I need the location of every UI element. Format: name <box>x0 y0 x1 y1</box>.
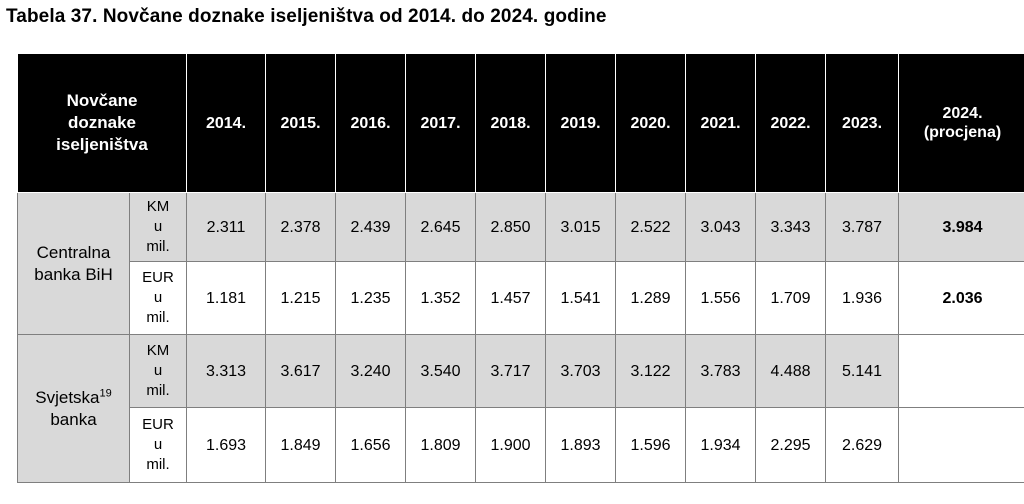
value-cell: 1.556 <box>685 261 756 335</box>
year-header: 2018. <box>475 53 546 193</box>
estimate-year-header: 2024. (procjena) <box>898 53 1024 193</box>
value-cell: 3.717 <box>475 334 546 408</box>
value-cell: 2.378 <box>265 192 336 262</box>
unit-cell: EUR u mil. <box>129 261 187 335</box>
year-header: 2022. <box>755 53 826 193</box>
value-cell: 2.439 <box>335 192 406 262</box>
table-row: EUR u mil. 1.181 1.215 1.235 1.352 1.457… <box>18 261 1024 335</box>
corner-header: Novčane doznake iseljeništva <box>17 53 187 193</box>
year-header: 2019. <box>545 53 616 193</box>
year-header: 2017. <box>405 53 476 193</box>
estimate-year-label: 2024. <box>942 105 983 122</box>
value-cell: 3.240 <box>335 334 406 408</box>
value-cell: 3.043 <box>685 192 756 262</box>
header-row: Novčane doznake iseljeništva 2014. 2015.… <box>17 53 1024 193</box>
value-cell: 1.215 <box>265 261 336 335</box>
remittances-table: Novčane doznake iseljeništva 2014. 2015.… <box>17 53 1024 483</box>
entity-label-line2: banka <box>50 409 97 429</box>
corner-header-label: Novčane doznake iseljeništva <box>56 91 148 154</box>
value-cell: 1.596 <box>615 407 686 483</box>
estimate-note-label: (procjena) <box>923 124 1002 141</box>
estimate-cell: 2.036 <box>898 261 1024 335</box>
estimate-cell <box>898 334 1024 408</box>
value-cell: 1.900 <box>475 407 546 483</box>
value-cell: 1.934 <box>685 407 756 483</box>
value-cell: 3.313 <box>186 334 266 408</box>
estimate-cell: 3.984 <box>898 192 1024 262</box>
year-header: 2016. <box>335 53 406 193</box>
unit-label: EUR u mil. <box>142 416 174 473</box>
unit-label: KM u mil. <box>146 342 170 399</box>
value-cell: 3.122 <box>615 334 686 408</box>
value-cell: 2.311 <box>186 192 266 262</box>
value-cell: 3.343 <box>755 192 826 262</box>
table-row: EUR u mil. 1.693 1.849 1.656 1.809 1.900… <box>18 407 1024 483</box>
value-cell: 2.645 <box>405 192 476 262</box>
entity-label: Centralna banka BiH <box>34 242 113 284</box>
unit-cell: KM u mil. <box>129 334 187 408</box>
value-cell: 1.849 <box>265 407 336 483</box>
value-cell: 4.488 <box>755 334 826 408</box>
table-title: Tabela 37. Novčane doznake iseljeništva … <box>6 6 607 27</box>
value-cell: 5.141 <box>825 334 899 408</box>
value-cell: 1.893 <box>545 407 616 483</box>
entity-cell-cbbh: Centralna banka BiH <box>17 192 130 335</box>
value-cell: 3.703 <box>545 334 616 408</box>
year-header: 2023. <box>825 53 899 193</box>
year-header: 2015. <box>265 53 336 193</box>
value-cell: 1.235 <box>335 261 406 335</box>
value-cell: 3.015 <box>545 192 616 262</box>
table-row: Centralna banka BiH KM u mil. 2.311 2.37… <box>17 192 1024 335</box>
value-cell: 1.656 <box>335 407 406 483</box>
value-cell: 2.629 <box>825 407 899 483</box>
entity-cell-world-bank: Svjetska19 banka <box>17 334 130 483</box>
value-cell: 1.709 <box>755 261 826 335</box>
year-header: 2014. <box>186 53 266 193</box>
value-cell: 3.617 <box>265 334 336 408</box>
value-cell: 3.540 <box>405 334 476 408</box>
table-row: Svjetska19 banka KM u mil. 3.313 3.617 3… <box>17 334 1024 483</box>
entity-label: Svjetska <box>35 387 100 407</box>
year-header: 2021. <box>685 53 756 193</box>
value-cell: 1.693 <box>186 407 266 483</box>
value-cell: 2.522 <box>615 192 686 262</box>
unit-label: EUR u mil. <box>142 269 174 326</box>
footnote-marker: 19 <box>99 386 112 399</box>
value-cell: 1.457 <box>475 261 546 335</box>
value-cell: 2.295 <box>755 407 826 483</box>
value-cell: 1.181 <box>186 261 266 335</box>
unit-cell: KM u mil. <box>129 192 187 262</box>
value-cell: 1.809 <box>405 407 476 483</box>
value-cell: 2.850 <box>475 192 546 262</box>
unit-label: KM u mil. <box>146 198 170 255</box>
estimate-cell <box>898 407 1024 483</box>
value-cell: 1.352 <box>405 261 476 335</box>
value-cell: 3.787 <box>825 192 899 262</box>
value-cell: 1.289 <box>615 261 686 335</box>
value-cell: 1.541 <box>545 261 616 335</box>
year-header: 2020. <box>615 53 686 193</box>
value-cell: 3.783 <box>685 334 756 408</box>
value-cell: 1.936 <box>825 261 899 335</box>
unit-cell: EUR u mil. <box>129 407 187 483</box>
